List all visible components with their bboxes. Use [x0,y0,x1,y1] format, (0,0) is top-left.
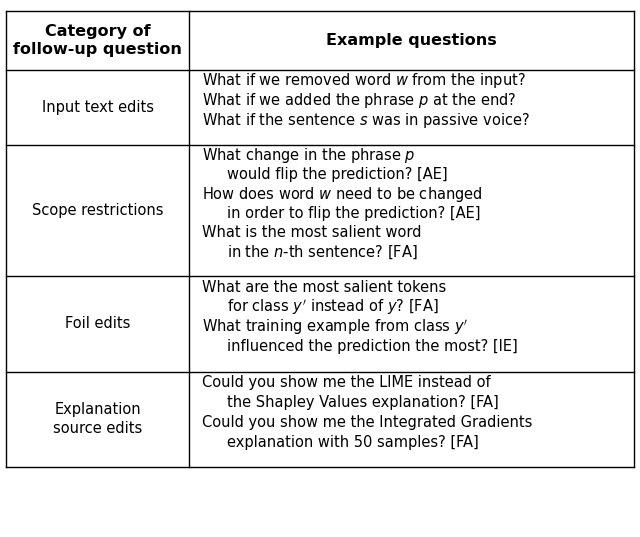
Text: Category of
follow-up question: Category of follow-up question [13,24,182,57]
Text: What if we removed word $w$ from the input?: What if we removed word $w$ from the inp… [202,71,525,90]
Text: Explanation
source edits: Explanation source edits [53,403,142,436]
Text: Input text edits: Input text edits [42,100,154,115]
Text: for class $y'$ instead of $y$? [FA]: for class $y'$ instead of $y$? [FA] [227,297,439,317]
Text: How does word $w$ need to be changed: How does word $w$ need to be changed [202,185,483,204]
Text: in order to flip the prediction? [AE]: in order to flip the prediction? [AE] [227,206,481,221]
Text: What are the most salient tokens: What are the most salient tokens [202,280,446,295]
Text: What if we added the phrase $p$ at the end?: What if we added the phrase $p$ at the e… [202,91,516,110]
Text: would flip the prediction? [AE]: would flip the prediction? [AE] [227,167,448,182]
Text: Could you show me the Integrated Gradients: Could you show me the Integrated Gradien… [202,415,532,430]
Text: influenced the prediction the most? [IE]: influenced the prediction the most? [IE] [227,339,518,354]
Text: in the $n$-th sentence? [FA]: in the $n$-th sentence? [FA] [227,243,418,261]
Text: What is the most salient word: What is the most salient word [202,225,421,240]
Text: What change in the phrase $p$: What change in the phrase $p$ [202,146,415,165]
Text: the Shapley Values explanation? [FA]: the Shapley Values explanation? [FA] [227,395,499,410]
Text: What if the sentence $s$ was in passive voice?: What if the sentence $s$ was in passive … [202,111,529,130]
Text: Foil edits: Foil edits [65,316,131,331]
Text: Could you show me the LIME instead of: Could you show me the LIME instead of [202,375,490,390]
Text: explanation with 50 samples? [FA]: explanation with 50 samples? [FA] [227,434,479,449]
Text: Scope restrictions: Scope restrictions [32,203,163,218]
Text: Example questions: Example questions [326,33,497,48]
Text: What training example from class $y'$: What training example from class $y'$ [202,317,468,337]
